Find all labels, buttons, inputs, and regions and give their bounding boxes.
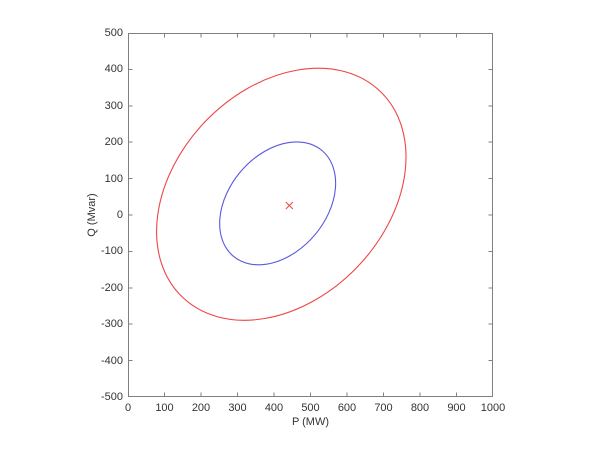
plot-canvas: [128, 33, 493, 397]
x-tick-label: 200: [191, 402, 211, 414]
x-tick-label: 800: [410, 402, 430, 414]
x-tick-label: 100: [155, 402, 174, 414]
y-tick-label: 0: [116, 209, 123, 221]
y-tick-label: -400: [100, 354, 123, 367]
y-tick-label: -300: [100, 318, 123, 331]
x-tick-label: 600: [337, 402, 357, 414]
operating-point-marker: [285, 201, 294, 210]
y-tick-label: -100: [100, 245, 123, 258]
y-tick-label: -500: [100, 391, 123, 403]
inner-ellipse-curve: [219, 141, 337, 266]
y-tick-label: 500: [104, 27, 123, 39]
axes-box: [128, 33, 493, 397]
x-tick-label: 700: [374, 402, 393, 414]
outer-ellipse-curve: [156, 67, 407, 321]
x-tick-label: 1000: [480, 402, 506, 414]
x-tick-label: 300: [228, 402, 247, 414]
y-tick-label: 100: [104, 172, 123, 185]
x-tick-label: 900: [447, 402, 466, 414]
y-tick-label: 300: [104, 99, 123, 112]
x-tick-label: 500: [301, 402, 320, 414]
y-tick-label: -200: [100, 281, 123, 294]
y-tick-label: 400: [104, 63, 123, 76]
x-tick-label: 0: [124, 402, 132, 414]
y-tick-label: 200: [104, 136, 123, 149]
x-axis-label: P (MW): [291, 416, 330, 428]
x-tick-label: 400: [264, 402, 284, 414]
